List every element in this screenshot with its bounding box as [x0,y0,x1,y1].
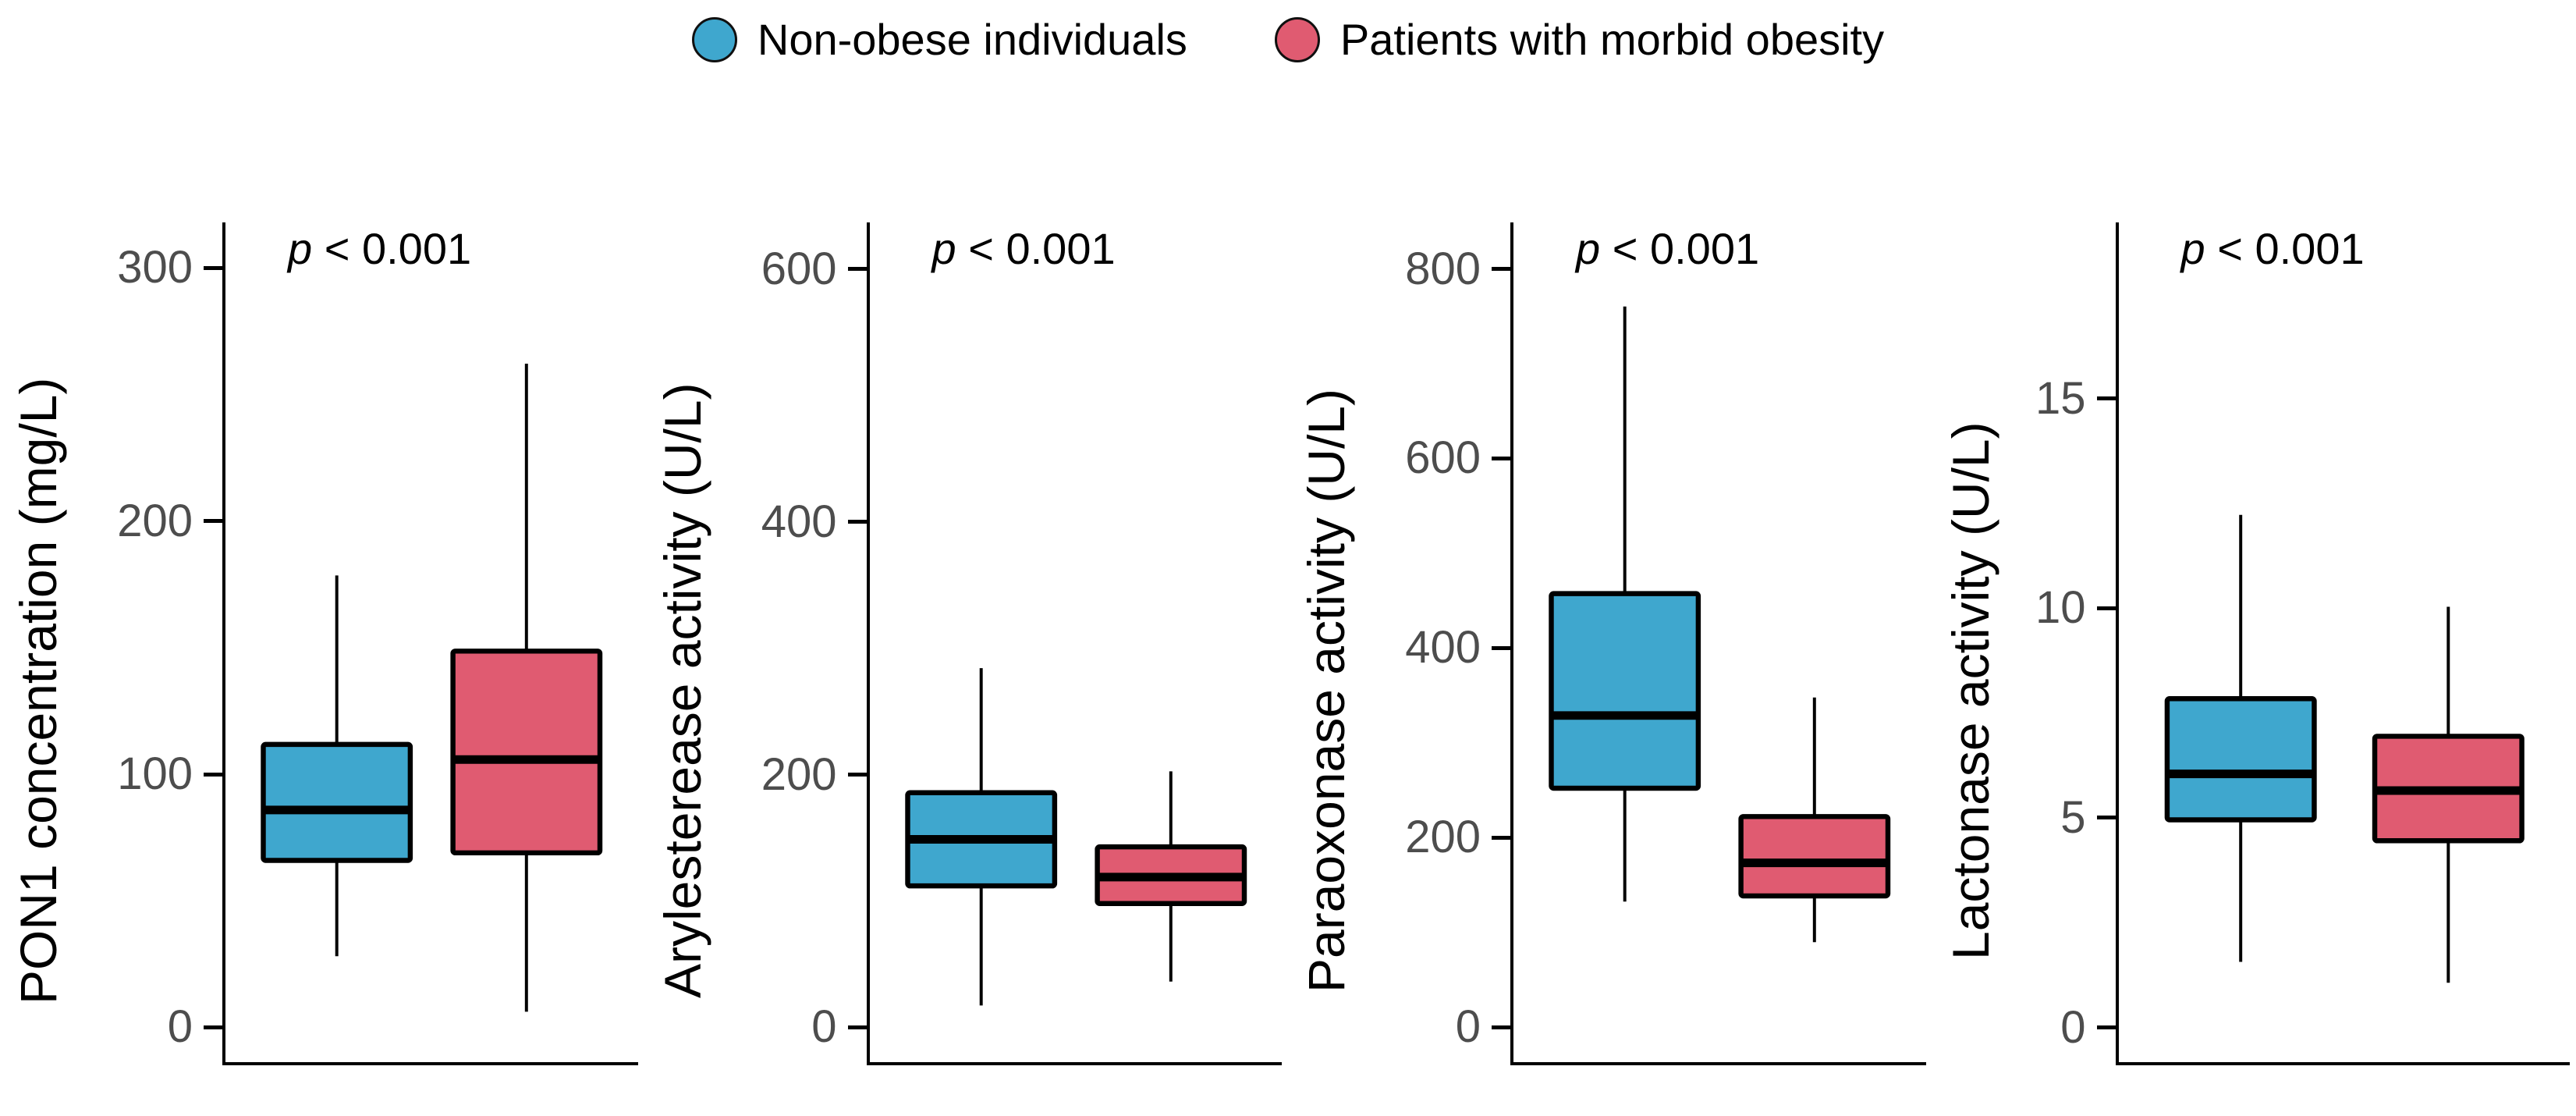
y-tick-mark [1492,1025,1510,1029]
p-value-text: < 0.001 [2205,224,2365,273]
y-axis-label: Paraoxonase activity (U/L) [1297,389,1355,993]
y-tick-mark [847,1025,867,1029]
panel-lactonase-activity: Lactonase activity (U/L) p < 0.001 0 5 10 1… [1932,195,2576,1116]
y-tick-label: 100 [117,748,193,800]
p-value-annotation: p < 0.001 [1576,227,1759,271]
y-tick-mark [204,772,222,777]
p-value-text: < 0.001 [1600,224,1760,273]
y-tick-mark [1492,645,1510,650]
p-value-text: < 0.001 [956,224,1116,273]
y-tick-mark [1492,835,1510,840]
legend-item-label: Patients with morbid obesity [1339,15,1885,64]
legend-item-non-obese: Non-obese individuals [691,15,1187,64]
y-tick-mark [1492,456,1510,460]
y-tick-mark [2096,816,2116,820]
legend-item-morbid-obesity: Patients with morbid obesity [1274,15,1885,64]
p-symbol: p [288,224,313,273]
y-tick-label: 0 [167,1001,193,1053]
p-value-annotation: p < 0.001 [932,227,1116,271]
y-tick-mark [2096,606,2116,610]
p-symbol: p [2180,224,2205,273]
y-tick-label: 400 [761,496,837,547]
y-tick-label: 600 [1405,432,1481,484]
box-non-obese [261,741,413,863]
y-tick-label: 5 [2060,791,2086,843]
y-tick-label: 0 [1455,1001,1481,1053]
y-tick-label: 400 [1405,622,1481,674]
box-morbid-obesity [1738,814,1891,899]
legend-marker-morbid-obesity-circle [1274,17,1320,62]
boxplot-panels: PON1 concentration (mg/L) p < 0.001 0 100… [0,195,2576,1116]
boxplot-canvas [261,363,603,1012]
y-tick-label: 0 [2060,1001,2086,1053]
plot-area: p < 0.001 [222,222,638,1065]
y-tick-label: 200 [761,748,837,800]
p-value-text: < 0.001 [312,224,472,273]
p-value-annotation: p < 0.001 [288,227,471,271]
y-tick-mark [847,267,867,272]
y-tick-mark [2096,1025,2116,1030]
box-non-obese [2164,696,2317,823]
panel-arylesterease-activity: Arylesterease activity (U/L) p < 0.001 0… [644,195,1289,1116]
y-tick-mark [204,1025,222,1029]
y-tick-label: 200 [117,495,193,546]
y-tick-label: 600 [761,243,837,294]
plot-area: p < 0.001 [2115,222,2570,1065]
box-non-obese [1549,591,1701,791]
y-tick-label: 10 [2035,582,2086,634]
y-tick-label: 800 [1405,243,1481,294]
boxplot-canvas [1549,306,1891,943]
y-tick-mark [1492,267,1510,272]
plot-area: p < 0.001 [866,222,1282,1065]
y-tick-label: 200 [1405,812,1481,863]
p-symbol: p [1576,224,1601,273]
legend: Non-obese individuals Patients with morb… [0,17,2576,62]
p-value-annotation: p < 0.001 [2181,227,2365,271]
y-tick-label: 15 [2035,372,2086,424]
legend-item-label: Non-obese individuals [757,15,1187,64]
boxplot-canvas [904,668,1247,1006]
y-tick-mark [204,519,222,524]
box-morbid-obesity [450,649,603,856]
p-symbol: p [931,224,956,273]
panel-pon1-concentration: PON1 concentration (mg/L) p < 0.001 0 100… [0,195,644,1116]
y-tick-mark [2096,396,2116,401]
y-tick-mark [847,520,867,524]
y-axis-label: PON1 concentration (mg/L) [9,377,67,1004]
y-tick-label: 0 [811,1001,837,1053]
boxplot-canvas [2164,514,2525,983]
legend-marker-non-obese-circle [691,17,737,62]
y-tick-mark [204,265,222,270]
y-axis-label: Arylesterease activity (U/L) [653,382,711,999]
plot-area: p < 0.001 [1510,222,1926,1065]
panel-paraoxonase-activity: Paraoxonase activity (U/L) p < 0.001 0 20… [1288,195,1932,1116]
y-tick-label: 300 [117,242,193,293]
y-tick-mark [847,773,867,777]
